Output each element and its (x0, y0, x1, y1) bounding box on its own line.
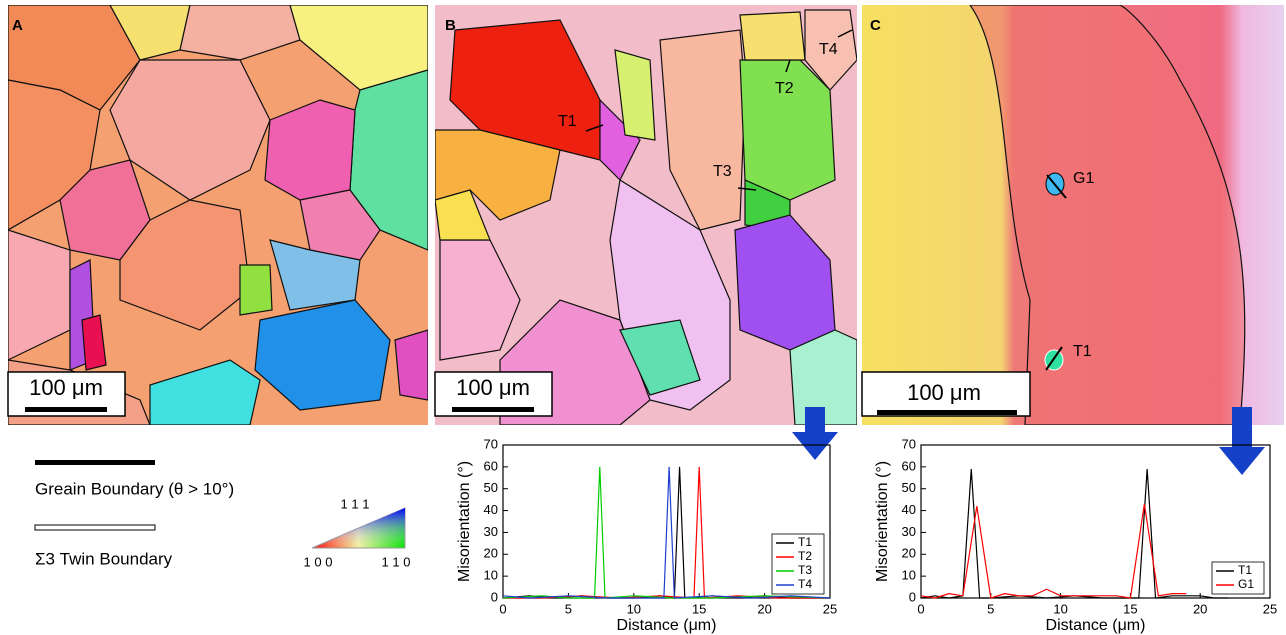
ipf-label: 1 0 0 (304, 554, 333, 569)
y-tick-label: 30 (484, 524, 498, 539)
data-line (920, 503, 1187, 599)
x-tick-label: 10 (627, 601, 641, 616)
x-tick-label: 5 (987, 601, 994, 616)
y-tick-label: 20 (902, 546, 916, 561)
x-axis-label: Distance (μm) (617, 617, 717, 634)
line-scan (1046, 174, 1067, 199)
x-tick-label: 20 (757, 601, 771, 616)
x-tick-label: 0 (499, 601, 506, 616)
x-tick-label: 25 (1263, 601, 1277, 616)
legend-label: T3 (798, 563, 812, 577)
x-tick-label: 10 (1053, 601, 1067, 616)
x-tick-label: 0 (917, 601, 924, 616)
scale-bar (452, 407, 534, 412)
panel-label: B (445, 17, 456, 34)
y-tick-label: 0 (491, 589, 498, 604)
panel-label: A (12, 17, 23, 34)
legend-label: T4 (798, 577, 812, 591)
legend-box (771, 533, 825, 595)
annotation: T1 (1073, 343, 1092, 360)
line-scan (837, 29, 853, 38)
arrow (792, 407, 838, 460)
legend-label: T1 (1238, 563, 1252, 577)
legend-text: Σ3 Twin Boundary (35, 549, 173, 568)
x-tick-label: 5 (565, 601, 572, 616)
y-tick-label: 10 (484, 568, 498, 583)
annotation: T4 (819, 41, 838, 58)
x-axis-label: Distance (μm) (1046, 617, 1146, 634)
y-tick-label: 40 (484, 502, 498, 517)
y-tick-label: 20 (484, 546, 498, 561)
data-line (920, 469, 1229, 599)
data-line (502, 466, 831, 599)
x-tick-label: 20 (1193, 601, 1207, 616)
legend-text: Greain Boundary (θ > 10°) (35, 479, 234, 498)
y-tick-label: 10 (902, 568, 916, 583)
ipf-label: 1 1 0 (382, 554, 411, 569)
annotation: G1 (1073, 170, 1094, 187)
scale-bar (25, 407, 107, 412)
y-tick-label: 60 (484, 458, 498, 473)
ebsd-map-b (435, 5, 857, 425)
legend-label: T1 (798, 535, 812, 549)
legend-box (1211, 561, 1265, 595)
line-scan (1045, 346, 1063, 371)
arrow (1219, 407, 1265, 475)
legend-label: G1 (1238, 577, 1254, 591)
line-scan (785, 59, 791, 73)
x-tick-label: 15 (1123, 601, 1137, 616)
annotation: T2 (775, 80, 794, 97)
twin-boundary-swatch (34, 524, 156, 531)
annotation: T1 (558, 113, 577, 130)
scale-bar-box (861, 371, 1031, 417)
y-tick-label: 0 (909, 589, 916, 604)
y-tick-label: 70 (902, 436, 916, 451)
y-tick-label: 50 (902, 480, 916, 495)
ipf-label: 1 1 1 (341, 496, 370, 511)
scale-bar (877, 410, 1017, 415)
ebsd-map-a (8, 5, 428, 425)
y-axis-label: Misorientation (°) (874, 461, 891, 582)
y-tick-label: 40 (902, 502, 916, 517)
y-tick-label: 30 (902, 524, 916, 539)
x-tick-label: 15 (692, 601, 706, 616)
ipf-triangle-overlay (312, 508, 405, 548)
legend-label: T2 (798, 549, 812, 563)
panel-label: C (870, 17, 881, 34)
grain-boundary-swatch (35, 460, 155, 465)
y-axis-label: Misorientation (°) (456, 461, 473, 582)
scale-bar-label: 100 μm (29, 375, 103, 400)
line-scan (737, 187, 757, 191)
y-tick-label: 50 (484, 480, 498, 495)
x-tick-label: 25 (823, 601, 837, 616)
annotation: T3 (713, 163, 732, 180)
scale-bar-label: 100 μm (456, 375, 530, 400)
line-scan (585, 124, 604, 132)
scale-bar-label: 100 μm (907, 380, 981, 405)
y-tick-label: 60 (902, 458, 916, 473)
y-tick-label: 70 (484, 436, 498, 451)
ebsd-map-c (862, 5, 1284, 425)
